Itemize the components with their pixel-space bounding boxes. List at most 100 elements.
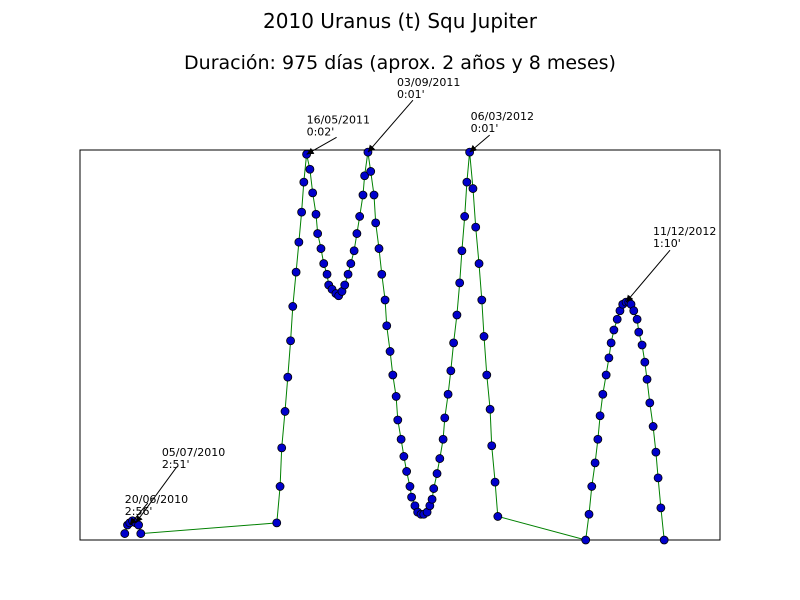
data-point	[377, 269, 387, 279]
data-point	[651, 447, 661, 457]
data-point	[283, 372, 293, 382]
data-point	[598, 389, 608, 399]
data-point	[648, 422, 658, 431]
data-point	[311, 209, 321, 219]
data-point	[322, 269, 332, 279]
data-point	[601, 370, 611, 380]
chart-title: 2010 Uranus (t) Squ Jupiter	[263, 9, 538, 33]
data-point	[280, 407, 290, 416]
annotation-arrow	[469, 134, 490, 153]
annotation-text: 2:56'	[125, 505, 153, 518]
data-point	[380, 295, 390, 305]
data-point	[587, 482, 597, 491]
data-point	[399, 452, 409, 461]
annotation-arrow	[367, 99, 414, 153]
data-point	[294, 237, 304, 247]
data-point	[391, 392, 401, 401]
data-point	[642, 374, 652, 384]
annotation-text: 20/06/2010	[125, 493, 188, 506]
data-point	[291, 267, 301, 277]
data-point	[471, 222, 481, 232]
annotation-text: 0:01'	[397, 88, 425, 101]
data-point	[581, 535, 591, 545]
data-point	[299, 177, 309, 187]
data-point	[402, 467, 412, 476]
data-point	[632, 314, 642, 324]
data-point	[487, 441, 497, 451]
annotation-arrow	[129, 502, 149, 526]
data-point	[474, 259, 484, 268]
data-point	[637, 340, 647, 350]
data-point	[427, 494, 437, 504]
data-point	[316, 244, 326, 253]
data-point	[120, 529, 130, 538]
data-point	[457, 246, 467, 256]
data-point	[645, 398, 655, 408]
data-point	[349, 246, 359, 256]
data-point	[360, 171, 370, 181]
data-point	[640, 357, 650, 367]
data-point	[286, 336, 295, 346]
data-point	[609, 325, 619, 335]
annotation-text: 16/05/2011	[307, 113, 370, 126]
data-point	[340, 280, 350, 290]
data-point	[393, 415, 403, 425]
annotation-text: 0:02'	[307, 125, 335, 138]
annotation-text: 06/03/2012	[471, 110, 534, 123]
data-point	[358, 190, 368, 200]
data-point	[612, 314, 622, 324]
data-point	[449, 338, 459, 348]
annotation-text: 11/12/2012	[653, 225, 716, 238]
data-point	[446, 366, 456, 376]
data-point	[482, 370, 492, 380]
annotation-arrow	[625, 249, 671, 303]
data-point	[438, 434, 448, 444]
data-point	[297, 207, 307, 217]
data-point	[371, 218, 381, 228]
data-point	[455, 278, 465, 288]
annotation-text: 05/07/2010	[162, 446, 225, 459]
data-point	[590, 458, 600, 468]
data-point	[385, 347, 395, 356]
data-point	[308, 188, 318, 198]
annotation-arrow	[135, 466, 178, 524]
data-point	[634, 327, 644, 337]
data-point	[396, 434, 406, 444]
data-point	[272, 518, 282, 528]
data-point	[653, 473, 663, 483]
data-point	[405, 482, 415, 491]
data-point	[629, 306, 639, 316]
data-point	[435, 454, 445, 463]
data-point	[352, 229, 362, 238]
data-point	[319, 259, 329, 268]
annotation-text: 03/09/2011	[397, 76, 460, 89]
data-point	[288, 302, 298, 311]
data-point	[593, 434, 603, 444]
annotation-arrow	[306, 136, 337, 155]
data-point	[369, 190, 379, 200]
data-point	[493, 512, 503, 521]
data-point	[343, 269, 353, 279]
data-point	[479, 332, 489, 341]
data-point	[452, 310, 462, 320]
annotation-text: 2:51'	[162, 458, 190, 471]
data-point	[313, 229, 323, 238]
data-point	[584, 509, 594, 519]
data-point	[374, 244, 384, 253]
data-point	[468, 184, 478, 193]
data-point	[462, 177, 472, 187]
data-point	[595, 411, 605, 421]
data-point	[440, 413, 450, 423]
data-point	[346, 259, 356, 268]
data-point	[432, 469, 442, 478]
data-point	[407, 492, 417, 502]
annotation-text: 1:10'	[653, 237, 681, 250]
data-point	[277, 443, 287, 453]
data-point	[460, 212, 470, 221]
data-point	[275, 482, 285, 491]
data-point	[656, 503, 666, 513]
data-point	[490, 477, 500, 487]
chart-subtitle: Duración: 975 días (aprox. 2 años y 8 me…	[184, 52, 616, 74]
annotation-text: 0:01'	[471, 122, 499, 135]
